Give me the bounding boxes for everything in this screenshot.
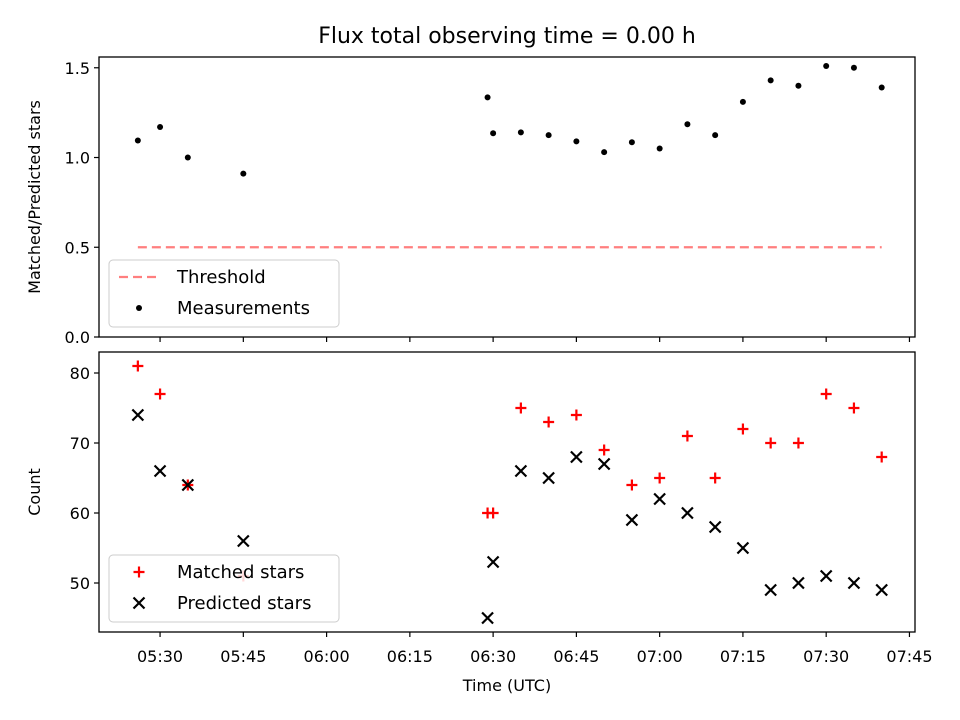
data-point xyxy=(739,98,746,105)
x-tick-label: 07:45 xyxy=(886,647,932,666)
data-point xyxy=(237,534,250,548)
x-tick-label: 07:15 xyxy=(720,647,766,666)
data-point xyxy=(134,137,141,144)
data-point xyxy=(653,492,666,506)
data-point xyxy=(132,360,144,372)
data-point xyxy=(154,388,166,400)
data-point xyxy=(850,64,857,71)
data-point xyxy=(767,77,774,84)
data-point xyxy=(795,82,802,89)
data-point xyxy=(481,611,494,625)
data-point xyxy=(709,472,721,484)
legend-box xyxy=(108,259,340,328)
top-plot: 0.0 0.5 1.0 1.5 Matched/Predicted stars Thres… xyxy=(25,56,916,347)
y-tick-label: 0.5 xyxy=(65,238,90,257)
data-point xyxy=(792,576,805,590)
data-point xyxy=(515,402,527,414)
data-point xyxy=(878,84,885,91)
data-point xyxy=(708,520,722,534)
y-tick-label: 1.0 xyxy=(65,149,90,168)
data-point xyxy=(628,139,635,146)
x-tick-label: 05:30 xyxy=(137,647,183,666)
y-axis-label: Count xyxy=(25,468,44,516)
x-tick-label: 06:15 xyxy=(387,647,433,666)
x-tick-label: 06:45 xyxy=(553,647,599,666)
data-point xyxy=(681,430,693,442)
data-point xyxy=(570,409,582,421)
chart-title: Flux total observing time = 0.00 h xyxy=(318,24,696,49)
y-tick-label: 50 xyxy=(70,574,90,593)
axes-frame xyxy=(98,56,916,338)
data-point xyxy=(875,583,888,597)
data-point xyxy=(514,464,528,478)
data-point xyxy=(792,437,804,449)
data-point xyxy=(545,132,552,139)
data-point xyxy=(597,457,611,471)
legend-label: Matched stars xyxy=(177,562,304,583)
data-point xyxy=(625,513,639,527)
data-point xyxy=(626,479,638,491)
data-point xyxy=(181,478,195,492)
data-point xyxy=(486,555,500,569)
legend: Threshold Measurements xyxy=(108,259,340,328)
data-point xyxy=(654,472,666,484)
data-point xyxy=(656,145,663,152)
y-axis-label: Matched/Predicted stars xyxy=(25,100,44,294)
x-tick-label: 06:30 xyxy=(470,647,516,666)
y-tick-label: 60 xyxy=(70,504,90,523)
y-tick-label: 0.0 xyxy=(65,328,90,347)
y-tick-label: 1.5 xyxy=(65,59,90,78)
x-tick-label: 07:00 xyxy=(637,647,683,666)
data-point xyxy=(681,506,694,520)
data-point xyxy=(847,576,861,590)
data-point xyxy=(240,170,247,177)
data-point xyxy=(712,132,719,139)
data-point xyxy=(848,402,860,414)
data-point xyxy=(736,541,750,555)
data-point xyxy=(876,451,888,463)
data-point xyxy=(490,130,497,137)
series-predicted-stars xyxy=(131,408,888,625)
x-tick-label: 05:45 xyxy=(220,647,266,666)
data-point xyxy=(487,507,499,519)
data-point xyxy=(157,124,164,130)
legend-box xyxy=(108,554,340,623)
data-point xyxy=(131,408,145,422)
legend-label: Threshold xyxy=(176,267,266,288)
data-point xyxy=(598,444,610,456)
data-point xyxy=(542,471,555,485)
data-point xyxy=(819,569,833,583)
data-point xyxy=(737,423,749,435)
data-point xyxy=(765,437,777,449)
bottom-plot: 50 60 70 80 05:30 05:45 06:00 06:15 06:30 06:45 07… xyxy=(25,351,933,695)
data-point xyxy=(684,121,691,128)
legend: Matched stars Predicted stars xyxy=(108,554,340,623)
x-tick-label: 06:00 xyxy=(304,647,350,666)
data-point xyxy=(570,450,583,464)
x-tick-label: 07:30 xyxy=(803,647,849,666)
legend-label: Predicted stars xyxy=(177,593,311,614)
data-point xyxy=(184,154,191,161)
legend-swatch xyxy=(132,596,146,610)
data-point xyxy=(764,583,777,597)
data-point xyxy=(820,388,832,400)
legend-label: Measurements xyxy=(177,298,310,319)
series-measurements xyxy=(134,62,885,177)
data-point xyxy=(517,129,524,136)
data-point xyxy=(484,94,491,101)
legend-swatch xyxy=(136,305,142,311)
data-point xyxy=(543,416,555,428)
legend-swatch xyxy=(133,566,145,578)
x-axis-label: Time (UTC) xyxy=(462,676,551,695)
data-point xyxy=(153,464,167,478)
y-tick-label: 70 xyxy=(70,434,90,453)
axes-frame xyxy=(98,351,916,633)
data-point xyxy=(573,138,580,145)
y-tick-label: 80 xyxy=(70,364,90,383)
data-point xyxy=(601,149,608,156)
data-point xyxy=(823,62,830,69)
